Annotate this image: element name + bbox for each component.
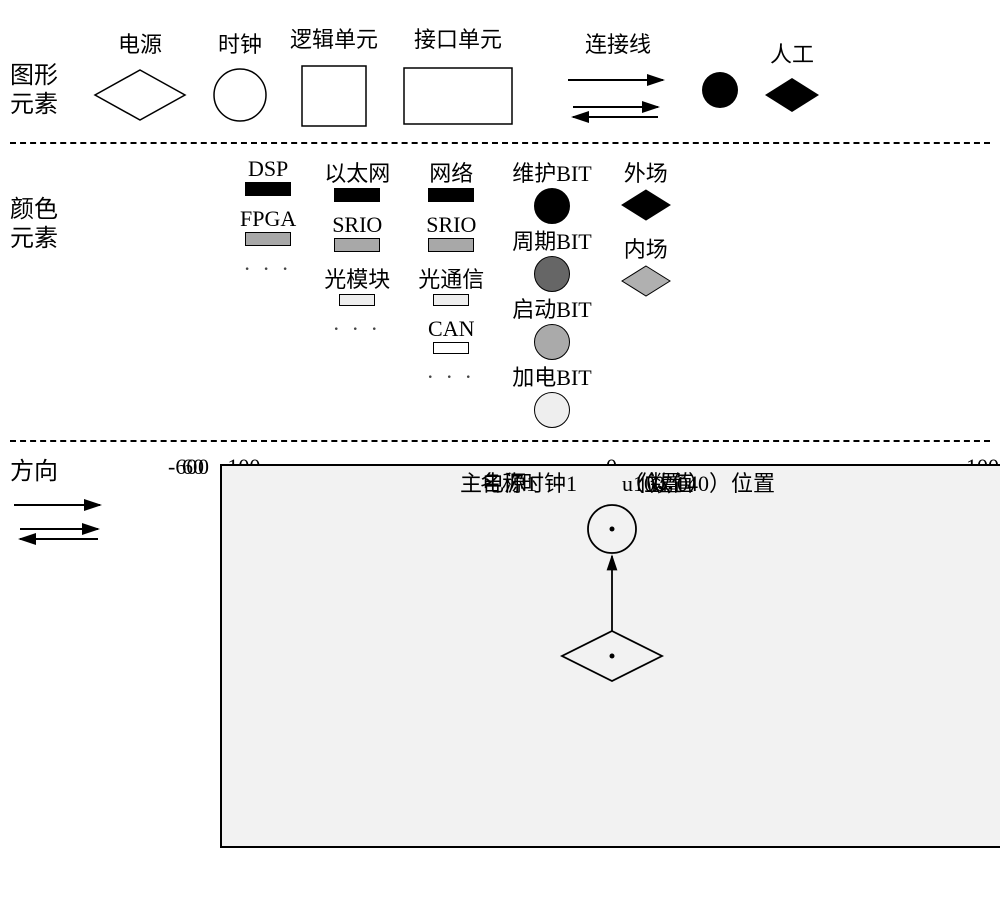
swatch-can-label: CAN (428, 316, 474, 342)
swatch-ethernet-color (334, 188, 380, 202)
swatch-fpga-label: FPGA (240, 206, 296, 232)
swatch-optmod-label: 光模块 (324, 262, 390, 294)
swatch-dsp-color (245, 182, 291, 196)
diamond-outline-icon (90, 65, 190, 125)
section2-label: 颜色 元素 (10, 156, 90, 254)
swatch-optcomm-color (433, 294, 469, 306)
color-legend-grid: DSP FPGA . . . 以太网 SRIO 光模块 . . (90, 156, 990, 428)
ellipsis: . . . (244, 250, 292, 276)
legend-power-label: 电源 (118, 27, 162, 59)
bit-start: 启动BIT (512, 292, 591, 360)
legend-manual-label: 人工 (770, 37, 814, 69)
legend-clock: 时钟 (210, 27, 270, 125)
legend-interface: 接口单元 (398, 22, 518, 130)
legend-connection: 连接线 (558, 27, 678, 125)
arrows-icon (558, 65, 678, 125)
swatch-srio1-color (334, 238, 380, 252)
bit-maintain-icon (534, 188, 570, 224)
section-color-legend: 颜色 元素 DSP FPGA . . . 以太网 SRIO (10, 144, 990, 442)
swatch-optcomm-label: 光通信 (418, 262, 484, 294)
legend-clock-label: 时钟 (218, 27, 262, 59)
shape-legend-row: 电源 时钟 逻辑单元 接口单元 连接线 (90, 22, 990, 130)
col-logic: DSP FPGA . . . (240, 156, 296, 428)
bit-period-label: 周期BIT (512, 224, 591, 256)
circle-outline-icon (210, 65, 270, 125)
swatch-ethernet-label: 以太网 (324, 156, 390, 188)
swatch-can: CAN (428, 316, 474, 354)
section-coordinate: 方向 60 0 -60 -100 0 100 (10, 442, 990, 906)
swatch-srio1-label: SRIO (332, 212, 382, 238)
square-outline-icon (294, 60, 374, 130)
swatch-srio2-color (428, 238, 474, 252)
bit-maintain: 维护BIT (512, 156, 591, 224)
swatch-can-color (433, 342, 469, 354)
swatch-srio1: SRIO (332, 212, 382, 252)
coord-area: 时钟1 （0，40）位置 u1 数值 主电源1 名称 （0，0） 位置 (220, 464, 1000, 848)
diamond-outer-icon (620, 188, 672, 222)
col-field: 外场 内场 (620, 156, 672, 428)
diamond-filled-icon (762, 75, 822, 115)
circle-filled-icon (698, 68, 742, 112)
swatch-net: 网络 (428, 156, 474, 202)
swatch-dsp-label: DSP (248, 156, 288, 182)
power-name-sub: 名称 (480, 466, 524, 498)
col-bit: 维护BIT 周期BIT 启动BIT 加电BIT (512, 156, 591, 428)
swatch-ethernet: 以太网 (324, 156, 390, 202)
rect-outline-icon (398, 60, 518, 130)
section-shape-legend: 图形 元素 电源 时钟 逻辑单元 接口单元 连接线 (10, 10, 990, 144)
swatch-srio2-label: SRIO (426, 212, 476, 238)
col-connection: 网络 SRIO 光通信 CAN . . . (418, 156, 484, 428)
col-interface: 以太网 SRIO 光模块 . . . (324, 156, 390, 428)
bit-poweron-label: 加电BIT (512, 360, 591, 392)
legend-filled-circle (698, 68, 742, 112)
swatch-fpga-color (245, 232, 291, 246)
swatch-net-color (428, 188, 474, 202)
bit-period-icon (534, 256, 570, 292)
diamond-inner-icon (620, 264, 672, 298)
ytick-n60: -60 (168, 454, 197, 480)
bit-start-label: 启动BIT (512, 292, 591, 324)
field-inner-label: 内场 (624, 232, 668, 264)
legend-manual: 人工 (762, 37, 822, 115)
bit-poweron: 加电BIT (512, 360, 591, 428)
swatch-optcomm: 光通信 (418, 262, 484, 306)
power-pos-sub: 位置 (638, 466, 682, 498)
ytick-0: 0 (198, 454, 209, 480)
direction-label: 方向 (10, 459, 58, 485)
bit-poweron-icon (534, 392, 570, 428)
ellipsis: . . . (428, 358, 476, 384)
legend-logic-label: 逻辑单元 (290, 22, 378, 54)
swatch-optmod-color (339, 294, 375, 306)
bit-period: 周期BIT (512, 224, 591, 292)
legend-interface-label: 接口单元 (414, 22, 502, 54)
field-inner: 内场 (620, 232, 672, 298)
section3-label: 方向 (10, 454, 90, 557)
direction-arrows-icon (10, 493, 110, 549)
swatch-optmod: 光模块 (324, 262, 390, 306)
legend-power: 电源 (90, 27, 190, 125)
legend-connection-label: 连接线 (585, 27, 651, 59)
swatch-net-label: 网络 (429, 156, 473, 188)
swatch-srio2: SRIO (426, 212, 476, 252)
section1-label: 图形 元素 (10, 22, 90, 120)
ellipsis: . . . (334, 310, 382, 336)
bit-start-icon (534, 324, 570, 360)
field-outer: 外场 (620, 156, 672, 222)
bit-maintain-label: 维护BIT (512, 156, 591, 188)
swatch-dsp: DSP (245, 156, 291, 196)
field-outer-label: 外场 (624, 156, 668, 188)
swatch-fpga: FPGA (240, 206, 296, 246)
coord-svg (222, 466, 1000, 846)
legend-logic: 逻辑单元 (290, 22, 378, 130)
